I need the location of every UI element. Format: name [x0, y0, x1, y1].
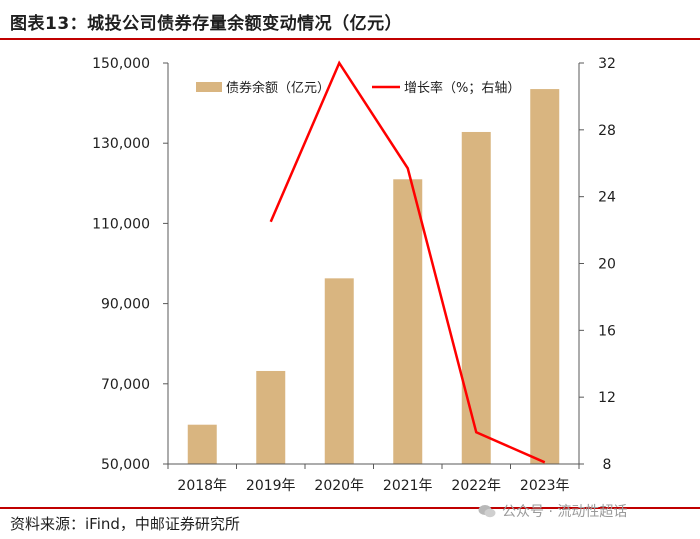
y-left-tick-label: 130,000	[92, 136, 150, 152]
legend-bar-swatch	[196, 82, 222, 92]
y-right-tick-label: 28	[598, 123, 616, 139]
x-tick-label: 2022年	[451, 478, 501, 494]
title-divider	[0, 38, 700, 40]
source-note: 资料来源：iFind，中邮证券研究所	[10, 515, 240, 533]
page-title: 图表13：城投公司债券存量余额变动情况（亿元）	[10, 14, 403, 34]
bar-2022年	[461, 131, 491, 465]
footer-divider	[0, 507, 700, 509]
y-right-tick-label: 16	[598, 323, 616, 339]
bar-2019年	[256, 370, 286, 464]
x-tick-label: 2020年	[314, 478, 364, 494]
y-left-tick-label: 150,000	[92, 56, 150, 72]
x-tick-label: 2019年	[246, 478, 296, 494]
bar-2023年	[530, 89, 560, 464]
legend-bar-label: 债券余额（亿元）	[226, 80, 330, 96]
y-right-tick-label: 24	[598, 190, 616, 206]
bar-2018年	[187, 424, 217, 464]
y-right-tick-label: 32	[598, 56, 616, 72]
y-left-tick-label: 90,000	[101, 297, 150, 313]
y-right-tick-label: 8	[603, 457, 612, 473]
watermark: 公众号 · 流动性超话	[478, 501, 627, 521]
legend-line-label: 增长率（%；右轴）	[404, 80, 520, 96]
x-tick-label: 2021年	[383, 478, 433, 494]
watermark-text: 公众号 · 流动性超话	[502, 504, 628, 520]
bar-2020年	[324, 278, 354, 464]
wechat-icon	[478, 505, 496, 518]
bar-2021年	[393, 179, 423, 465]
chart: 50,000 70,000 90,000 110,000 130,000 150,000 8…	[92, 56, 616, 494]
y-left-tick-label: 50,000	[101, 457, 150, 473]
x-tick-label: 2018年	[177, 478, 227, 494]
y-right-tick-label: 20	[598, 257, 616, 273]
y-left-tick-label: 70,000	[101, 377, 150, 393]
x-tick-label: 2023年	[520, 478, 570, 494]
y-right-tick-label: 12	[598, 390, 616, 406]
title-bar: 图表13：城投公司债券存量余额变动情况（亿元）	[0, 0, 700, 40]
y-left-tick-label: 110,000	[92, 216, 150, 232]
